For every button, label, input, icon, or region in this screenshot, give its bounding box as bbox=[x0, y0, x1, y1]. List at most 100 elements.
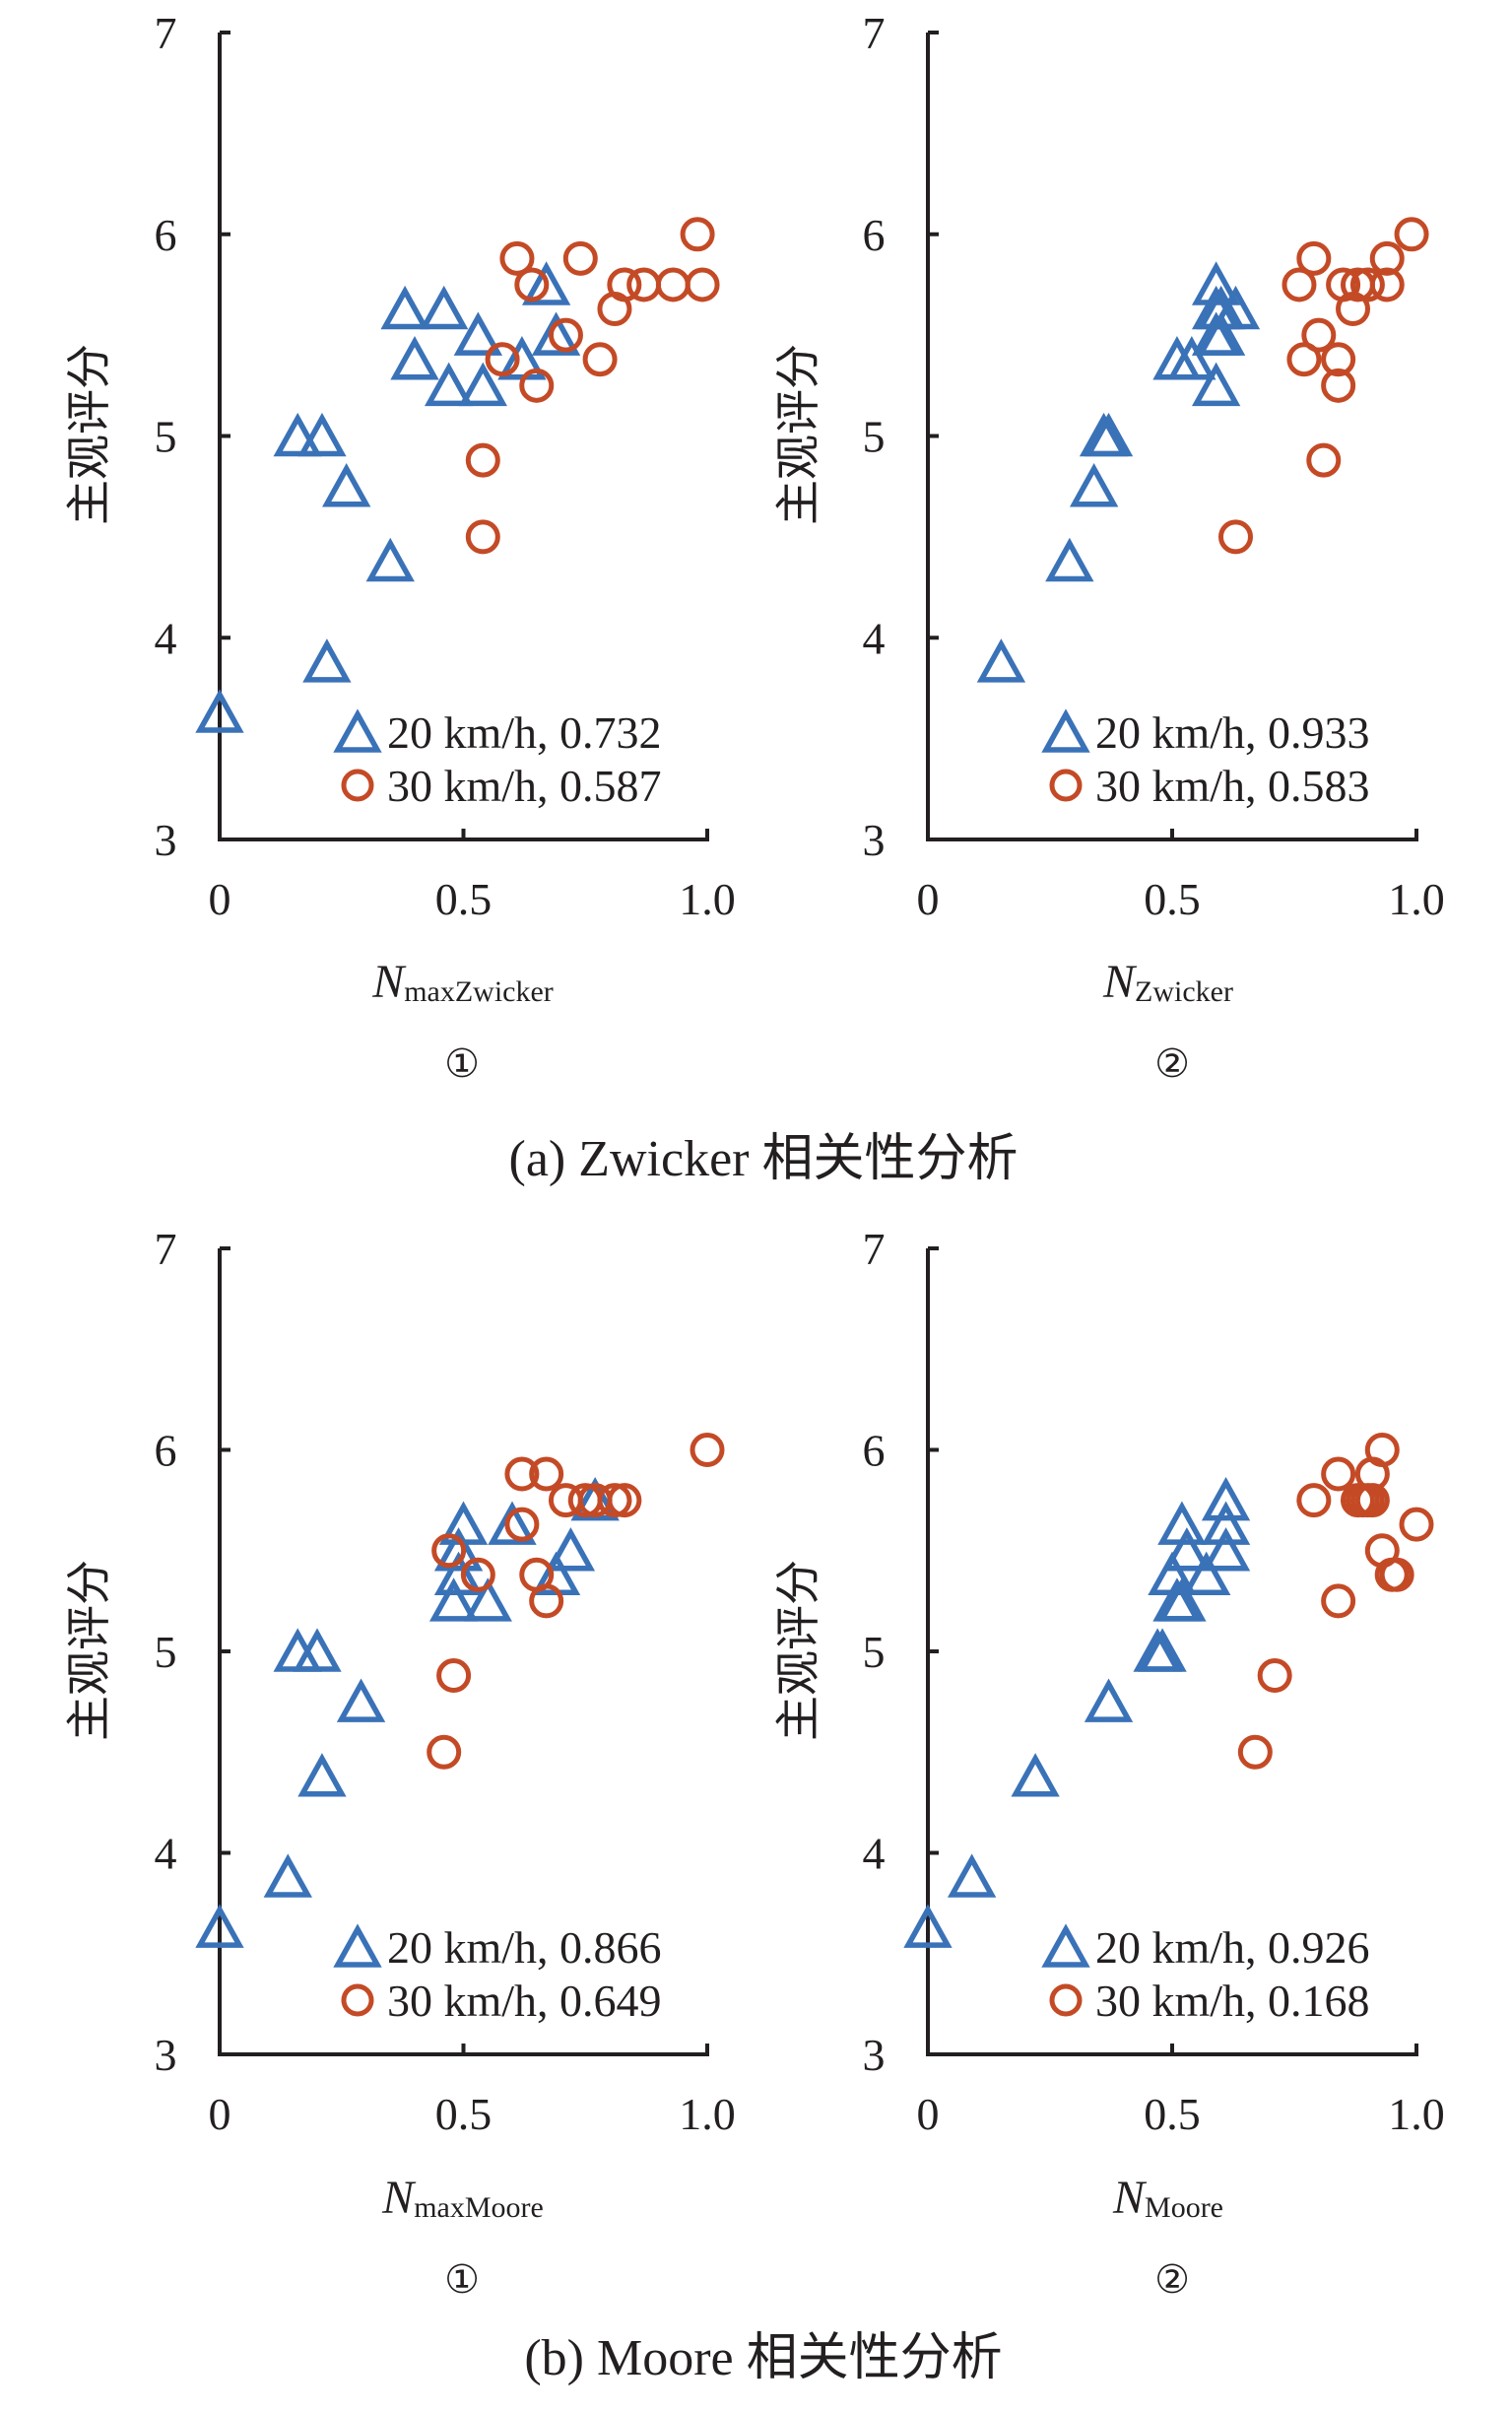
x-tick-label: 0.5 bbox=[435, 2089, 493, 2139]
data-point-30kmh bbox=[1336, 292, 1371, 327]
data-point-20kmh bbox=[1138, 1628, 1187, 1672]
legend-triangle-icon bbox=[333, 1923, 382, 1968]
data-points bbox=[976, 217, 1429, 683]
y-tick-label: 4 bbox=[155, 1829, 177, 1879]
data-point-20kmh bbox=[195, 1904, 244, 1948]
data-point-20kmh bbox=[488, 1501, 537, 1545]
data-point-20kmh bbox=[293, 1628, 342, 1672]
data-point-20kmh bbox=[1045, 537, 1094, 582]
axes bbox=[218, 1246, 709, 2056]
legend-label: 30 km/h, 0.649 bbox=[387, 1976, 662, 2026]
data-point-30kmh bbox=[499, 240, 535, 276]
data-point-20kmh bbox=[947, 1853, 997, 1898]
data-points bbox=[195, 1433, 725, 1948]
data-point-20kmh bbox=[1084, 412, 1134, 457]
y-axis-label: 主观评分 bbox=[773, 344, 823, 525]
y-tick-label: 6 bbox=[155, 210, 177, 260]
data-point-20kmh bbox=[420, 285, 469, 330]
x-axis-label: NZwicker bbox=[1102, 956, 1233, 1008]
data-point-20kmh bbox=[1157, 1577, 1207, 1622]
data-point-30kmh bbox=[548, 317, 583, 353]
axes bbox=[926, 31, 1418, 841]
data-point-20kmh bbox=[336, 1678, 386, 1722]
y-axis-label: 主观评分 bbox=[64, 344, 114, 525]
x-tick-labels: 0 0.5 1.0 bbox=[917, 874, 1445, 924]
legend-label: 20 km/h, 0.732 bbox=[387, 707, 662, 758]
legend-label: 30 km/h, 0.168 bbox=[1095, 1976, 1370, 2026]
data-point-30kmh bbox=[1296, 1483, 1332, 1518]
data-point-20kmh bbox=[390, 336, 439, 380]
data-point-20kmh bbox=[976, 638, 1026, 683]
data-point-20kmh bbox=[322, 463, 371, 507]
x-axis-label-subscript: Moore bbox=[1145, 2191, 1223, 2224]
data-point-20kmh bbox=[1182, 1551, 1231, 1596]
legend-circle-icon bbox=[341, 1983, 374, 2017]
data-point-30kmh bbox=[436, 1658, 472, 1694]
data-point-30kmh bbox=[529, 1456, 564, 1492]
x-axis-label: NmaxZwicker bbox=[371, 956, 554, 1008]
legend-triangle-icon bbox=[1041, 1923, 1090, 1968]
y-tick-label: 3 bbox=[155, 2030, 177, 2080]
data-point-20kmh bbox=[1196, 311, 1246, 356]
data-point-20kmh bbox=[297, 1753, 347, 1797]
y-tick-label: 6 bbox=[863, 210, 886, 260]
y-tick-label: 5 bbox=[155, 412, 177, 462]
caption-a: (a) Zwicker 相关性分析 bbox=[509, 1131, 1019, 1187]
data-point-30kmh bbox=[690, 1433, 725, 1467]
x-tick-label: 0 bbox=[917, 874, 940, 924]
data-point-20kmh bbox=[1084, 1678, 1134, 1722]
data-point-30kmh bbox=[582, 342, 618, 377]
x-tick-label: 0 bbox=[209, 2089, 231, 2139]
data-point-20kmh bbox=[546, 1527, 596, 1572]
x-axis-label: NmaxMoore bbox=[381, 2172, 544, 2224]
data-point-20kmh bbox=[570, 1476, 620, 1521]
data-point-30kmh bbox=[1217, 519, 1253, 555]
y-tick-label: 4 bbox=[155, 613, 177, 663]
data-point-20kmh bbox=[1191, 362, 1241, 407]
y-tick-label: 3 bbox=[863, 815, 886, 865]
y-tick-label: 7 bbox=[155, 8, 177, 58]
data-point-20kmh bbox=[531, 311, 581, 356]
data-point-30kmh bbox=[1286, 342, 1322, 377]
data-point-30kmh bbox=[519, 368, 555, 403]
data-point-30kmh bbox=[1379, 1557, 1414, 1592]
data-point-30kmh bbox=[1369, 240, 1405, 276]
y-tick-label: 3 bbox=[863, 2030, 886, 2080]
x-axis-label: NMoore bbox=[1112, 2172, 1223, 2224]
x-axis-label-subscript: maxMoore bbox=[414, 2191, 544, 2224]
panel-number: ① bbox=[444, 2257, 480, 2302]
data-point-20kmh bbox=[458, 362, 507, 407]
data-point-20kmh bbox=[263, 1853, 312, 1898]
axes bbox=[218, 31, 709, 841]
data-point-20kmh bbox=[433, 1551, 484, 1596]
x-tick-label: 0.5 bbox=[435, 874, 493, 924]
y-tick-label: 4 bbox=[863, 613, 886, 663]
x-tick-labels: 0 0.5 1.0 bbox=[917, 2089, 1445, 2139]
y-tick-label: 5 bbox=[155, 1627, 177, 1677]
y-tick-label: 7 bbox=[863, 1224, 886, 1274]
data-point-30kmh bbox=[431, 1533, 467, 1569]
y-tick-label: 3 bbox=[155, 815, 177, 865]
data-point-30kmh bbox=[607, 1483, 642, 1518]
data-point-20kmh bbox=[1167, 336, 1216, 380]
data-point-30kmh bbox=[514, 267, 550, 302]
data-points bbox=[195, 217, 720, 733]
data-point-30kmh bbox=[465, 442, 500, 478]
x-tick-label: 0 bbox=[917, 2089, 940, 2139]
data-point-20kmh bbox=[1196, 285, 1246, 330]
data-point-30kmh bbox=[1321, 368, 1356, 403]
data-point-20kmh bbox=[903, 1904, 953, 1948]
data-point-30kmh bbox=[1321, 1583, 1356, 1619]
x-axis-label-subscript: maxZwicker bbox=[404, 975, 554, 1008]
data-point-20kmh bbox=[1148, 1551, 1197, 1596]
y-axis-label: 主观评分 bbox=[64, 1560, 114, 1741]
y-tick-label: 5 bbox=[863, 412, 886, 462]
panel-number: ② bbox=[1154, 1041, 1190, 1086]
legend-circle-icon bbox=[1049, 769, 1083, 802]
data-point-30kmh bbox=[485, 342, 520, 377]
x-axis-label-main: N bbox=[371, 956, 407, 1008]
